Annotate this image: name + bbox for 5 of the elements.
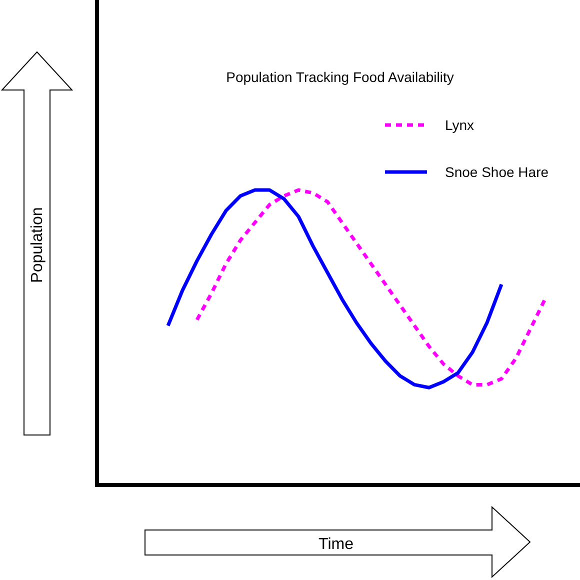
x-axis-title: Time [318, 536, 354, 553]
legend-label: Lynx [445, 117, 474, 133]
legend-label: Snoe Shoe Hare [445, 164, 549, 180]
text: Population [29, 207, 46, 283]
chart-title: Population Tracking Food Availability [226, 69, 454, 85]
